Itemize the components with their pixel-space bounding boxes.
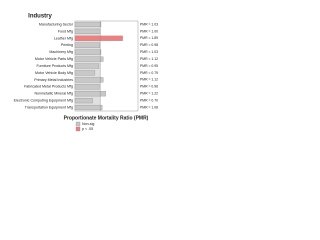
bar	[74, 49, 102, 55]
legend-swatch	[75, 126, 81, 132]
category-label: Nonmetallic Mineral Mfg	[34, 92, 73, 96]
category-label: Fabricated Metal Products Mfg	[24, 85, 73, 89]
value-label: PMR = 0.98	[140, 43, 158, 47]
bar	[74, 21, 102, 28]
value-label: PMR = 0.95	[140, 64, 158, 68]
bar	[74, 104, 103, 111]
category-label: Electronic Computing Equipment Mfg	[14, 99, 73, 103]
category-label: Motor Vehicle Body Mfg	[35, 71, 73, 75]
bar	[74, 35, 123, 41]
value-label: PMR = 1.00	[140, 29, 158, 33]
category-label: Manufacturing Sector	[39, 22, 74, 26]
category-label: Printing	[61, 43, 73, 47]
bar	[74, 84, 100, 90]
value-label: PMR = 1.12	[140, 57, 158, 61]
category-label: Transportation Equipment Mfg	[25, 105, 73, 109]
value-label: PMR = 1.22	[140, 92, 158, 96]
bar	[74, 91, 106, 97]
value-label: PMR = 1.03	[140, 50, 158, 54]
bar	[74, 63, 100, 69]
bar	[74, 28, 101, 34]
category-label: Food Mfg	[58, 29, 73, 33]
value-label: PMR = 0.79	[140, 71, 158, 75]
bar	[74, 98, 93, 104]
category-label: Primary Metal Industries	[34, 78, 73, 82]
bar	[74, 77, 104, 83]
bar	[74, 70, 96, 76]
category-label: Leather Mfg	[54, 36, 73, 40]
x-axis-title: Proportionate Mortality Ratio (PMR)	[64, 115, 149, 121]
legend-swatch	[75, 121, 81, 127]
category-label: Furniture Products Mfg	[36, 64, 73, 68]
category-label: Motor Vehicle Parts Mfg	[35, 57, 73, 61]
value-label: PMR = 0.96	[140, 85, 158, 89]
bar	[74, 42, 100, 48]
value-label: PMR = 1.03	[140, 22, 158, 26]
value-label: PMR = 1.08	[140, 105, 158, 109]
chart-title: Industry	[28, 14, 52, 20]
value-label: PMR = 1.89	[140, 36, 158, 40]
chart: Industry Proportionate Mortality Ratio (…	[14, 14, 158, 132]
category-label: Machinery Mfg	[49, 50, 73, 54]
legend-label: Non-sig	[82, 122, 94, 126]
value-label: PMR = 1.12	[140, 78, 158, 82]
value-label: PMR = 0.70	[140, 99, 158, 103]
legend-label: p < .05	[82, 127, 93, 131]
bar	[74, 56, 104, 62]
